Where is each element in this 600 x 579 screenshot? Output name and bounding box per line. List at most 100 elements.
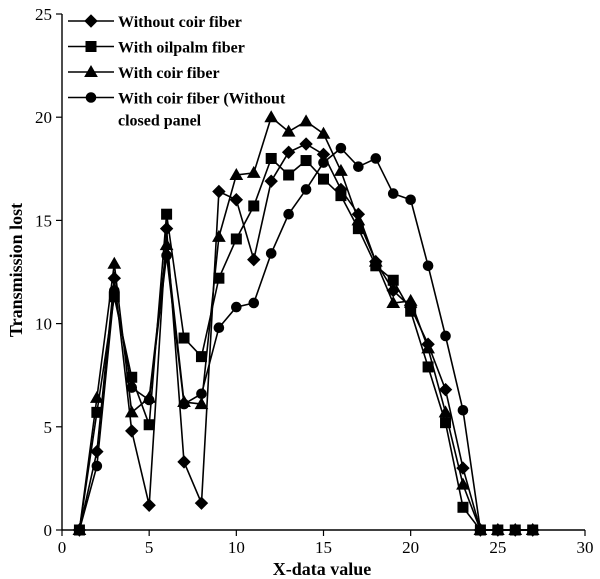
data-point [126, 371, 138, 383]
legend-label: With coir fiber (Without [118, 91, 286, 108]
series-1 [72, 137, 540, 537]
data-point [283, 208, 294, 220]
data-point [368, 254, 383, 267]
y-tick-label: 10 [35, 315, 52, 334]
data-point [353, 161, 364, 173]
legend-label: closed panel [118, 112, 202, 129]
data-point [438, 405, 453, 418]
data-point [281, 124, 296, 137]
data-point [264, 174, 278, 188]
data-point [248, 297, 260, 309]
legend: Without coir fiber With oilpalm fiber With… [68, 14, 286, 129]
data-point [318, 173, 329, 185]
data-point [178, 332, 190, 344]
legend-label: With oilpalm fiber [118, 40, 245, 57]
data-point [107, 271, 122, 285]
data-point [456, 477, 470, 490]
x-tick-label: 10 [228, 538, 245, 557]
data-point [405, 305, 417, 317]
data-point [230, 233, 242, 245]
x-tick-label: 30 [577, 538, 594, 557]
data-point [440, 417, 452, 429]
data-point [527, 524, 539, 536]
data-point [457, 404, 469, 416]
data-point [299, 114, 313, 127]
x-tick-label: 15 [315, 538, 332, 557]
data-point [159, 221, 174, 236]
data-point [387, 274, 399, 286]
x-tick-label: 0 [58, 538, 67, 557]
data-point [74, 524, 85, 536]
data-point [248, 200, 260, 212]
x-axis-title: X-data value [273, 559, 372, 579]
data-point [492, 524, 504, 536]
data-point [126, 382, 138, 393]
data-point [475, 524, 486, 536]
data-point [91, 460, 103, 472]
legend-label: Without coir fiber [118, 14, 242, 31]
legend-item: With coir fiber [68, 64, 220, 82]
data-point [283, 169, 295, 181]
data-point [438, 382, 453, 397]
data-point [247, 252, 261, 267]
data-point [159, 238, 174, 251]
data-point [143, 419, 155, 431]
data-point [299, 137, 313, 151]
data-point [124, 405, 139, 418]
data-point [264, 110, 279, 123]
legend-item: Without coir fiber [68, 14, 242, 31]
data-point [90, 390, 104, 403]
y-tick-label: 5 [44, 418, 53, 437]
data-point [318, 157, 329, 168]
data-point [386, 295, 401, 308]
data-point [281, 145, 296, 159]
data-point [265, 248, 277, 259]
data-point [161, 208, 173, 220]
data-point [143, 394, 155, 406]
data-point [229, 167, 244, 180]
x-tick-label: 25 [489, 538, 506, 557]
legend-marker [84, 64, 98, 77]
series-layer [72, 110, 540, 537]
series-4 [74, 142, 539, 536]
data-point [421, 341, 435, 354]
y-axis-title: Transmission lost [6, 203, 26, 337]
x-tick-label: 20 [402, 538, 419, 557]
series-2 [73, 152, 539, 536]
data-point [440, 330, 451, 342]
y-tick-label: 20 [35, 108, 52, 127]
data-point [422, 260, 434, 272]
legend-item: With coir fiber (Without closed panel [68, 91, 286, 129]
data-point [335, 190, 347, 202]
x-tick-label: 5 [145, 538, 154, 557]
legend-marker [84, 14, 98, 28]
data-point [370, 153, 382, 164]
data-point [405, 194, 416, 206]
legend-marker [85, 92, 97, 103]
legend-label: With coir fiber [118, 65, 220, 82]
data-point [403, 293, 418, 306]
data-point [109, 285, 120, 296]
legend-marker [85, 41, 97, 52]
data-point [196, 388, 207, 400]
data-point [91, 406, 103, 418]
data-point [194, 397, 209, 410]
data-point [125, 424, 139, 438]
legend-item: With oilpalm fiber [68, 40, 245, 57]
data-point [142, 498, 156, 512]
data-point [335, 142, 347, 154]
data-point [90, 444, 104, 459]
data-point [212, 229, 226, 242]
data-point [107, 256, 122, 269]
data-point [161, 250, 172, 261]
data-point [177, 455, 191, 469]
data-point [265, 152, 277, 164]
data-point [300, 155, 312, 167]
data-point [213, 322, 225, 334]
data-point [194, 496, 209, 510]
data-point [334, 163, 348, 176]
y-tick-label: 15 [35, 211, 52, 230]
data-point [457, 501, 469, 513]
data-point [195, 351, 207, 363]
